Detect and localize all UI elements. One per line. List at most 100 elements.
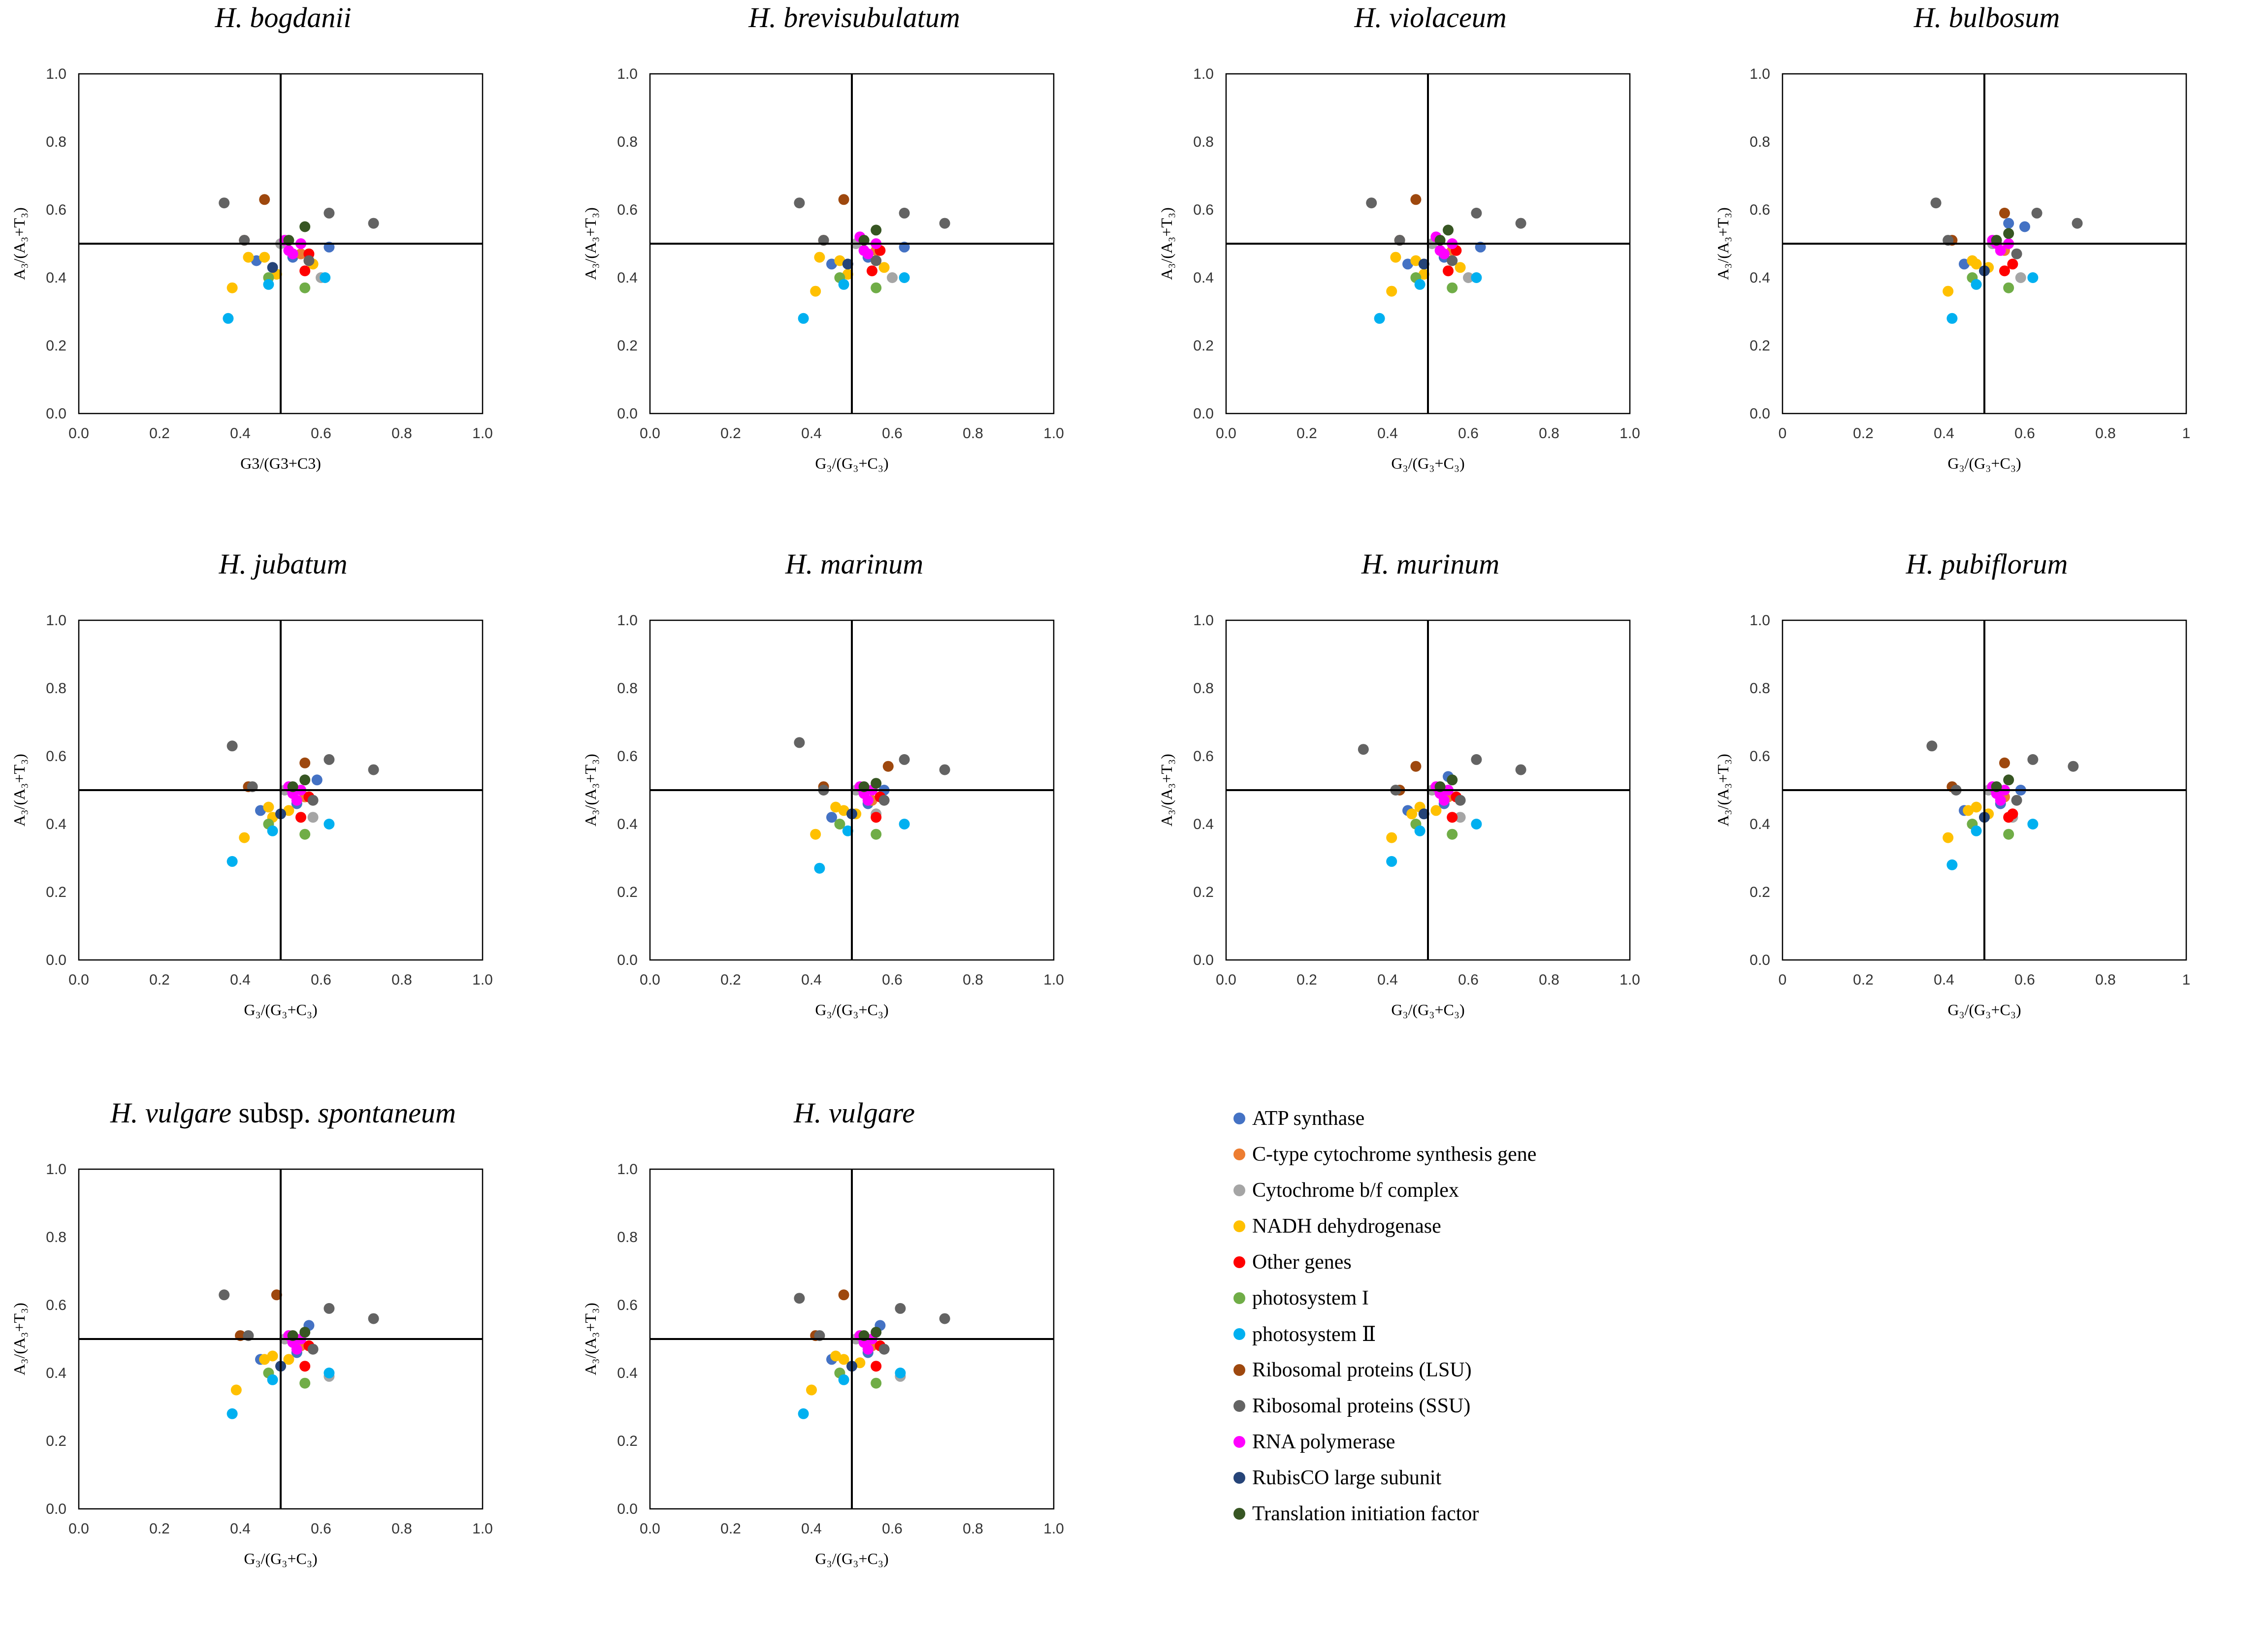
data-point [324, 819, 335, 829]
y-tick-label: 0.0 [46, 1501, 66, 1517]
data-point [1430, 805, 1442, 816]
x-tick-label: 1.0 [472, 972, 493, 988]
x-tick-label: 0.8 [1539, 425, 1559, 442]
x-axis-label: G3/(G3+C3) [240, 454, 321, 472]
y-tick-label: 0.4 [1750, 270, 1770, 286]
data-point [1447, 774, 1458, 786]
scatter-plot: 0.0 0.2 0.4 0.6 0.8 1.0 0.0 0.2 0.4 0.6 0.8 1.0 G₃/(… [1158, 66, 1640, 472]
y-tick-label: 0.2 [617, 884, 638, 900]
data-point [939, 1313, 950, 1324]
legend-marker [1233, 1148, 1245, 1160]
y-tick-label: 0.0 [46, 952, 66, 968]
scatter-plot: 0 0.2 0.4 0.6 0.8 1 0.0 0.2 0.4 0.6 0.8 1.0 G₃/(G₃+C… [1714, 66, 2190, 472]
data-point [1410, 761, 1422, 772]
data-point [1414, 279, 1426, 290]
y-tick-label: 0.2 [617, 1433, 638, 1449]
y-tick-label: 0.6 [617, 1297, 638, 1313]
data-point [2031, 207, 2042, 219]
x-axis-label: G₃/(G₃+C₃) [244, 1550, 317, 1567]
y-tick-label: 0.6 [1750, 748, 1770, 765]
chart-panel-7: H. murinum 0.0 0.2 0.4 0.6 0.8 1.0 0.0 0.2 0.4 0.6… [1147, 546, 1714, 1078]
legend-marker [1233, 1220, 1245, 1232]
y-tick-label: 0.4 [617, 816, 638, 832]
x-tick-label: 1 [2182, 972, 2191, 988]
data-point [1971, 801, 1982, 813]
legend-label: Ribosomal proteins (LSU) [1252, 1358, 1472, 1381]
scatter-plot: 0 0.2 0.4 0.6 0.8 1 0.0 0.2 0.4 0.6 0.8 1.0 G₃/(G₃+C… [1714, 612, 2191, 1019]
data-point [1471, 754, 1482, 765]
y-tick-label: 0.8 [46, 1229, 66, 1245]
legend-marker [1233, 1364, 1245, 1376]
x-tick-label: 0.4 [1934, 972, 1954, 988]
y-tick-label: 0.6 [1193, 748, 1214, 765]
data-point [871, 1377, 882, 1389]
chart-title-part: H. bogdanii [215, 1, 352, 33]
data-point [878, 1343, 890, 1355]
data-point [271, 1289, 282, 1301]
scatter-plot: 0.0 0.2 0.4 0.6 0.8 1.0 0.0 0.2 0.4 0.6 0.8 1.0 G₃/(… [10, 1161, 493, 1567]
data-point [263, 279, 274, 290]
data-point [2007, 808, 2018, 820]
data-point [899, 272, 910, 283]
x-tick-label: 0.2 [1296, 425, 1317, 442]
x-tick-label: 0.8 [2095, 972, 2116, 988]
data-point [2003, 218, 2014, 229]
data-point [794, 197, 805, 209]
data-point [1386, 286, 1397, 297]
legend-label: RNA polymerase [1252, 1430, 1395, 1453]
data-point [299, 282, 311, 293]
x-axis-label: G₃/(G₃+C₃) [1391, 1001, 1464, 1019]
y-tick-label: 0.4 [617, 1365, 638, 1381]
data-point [939, 218, 950, 229]
data-point [2003, 774, 2014, 786]
data-point [1358, 744, 1369, 755]
data-point [794, 737, 805, 748]
data-point [299, 829, 311, 840]
y-tick-label: 1.0 [617, 66, 638, 82]
y-tick-label: 0.8 [1750, 134, 1770, 150]
x-tick-label: 0.6 [882, 972, 903, 988]
y-tick-label: 0.4 [46, 1365, 66, 1381]
data-point [2072, 218, 2083, 229]
data-point [878, 795, 890, 806]
y-tick-label: 1.0 [1750, 66, 1770, 82]
data-point [1410, 194, 1422, 205]
x-tick-label: 0.6 [311, 1521, 331, 1537]
legend-label: C-type cytochrome synthesis gene [1252, 1143, 1537, 1166]
x-tick-label: 0.0 [640, 425, 660, 442]
chart-title-part: H. vulgare [794, 1097, 915, 1129]
data-point [798, 1408, 809, 1419]
data-point [324, 207, 335, 219]
data-point [1999, 265, 2010, 277]
data-point [299, 1327, 311, 1338]
data-point [810, 829, 821, 840]
y-axis-label: A₃/(A₃+T₃) [582, 207, 599, 280]
data-point [1999, 757, 2010, 768]
chart-title-part: H. jubatum [219, 548, 348, 580]
data-point [871, 224, 882, 236]
data-point [324, 754, 335, 765]
data-point [227, 1408, 238, 1419]
y-tick-label: 1.0 [46, 1161, 66, 1178]
chart-title: H. vulgare [571, 1095, 1137, 1131]
y-tick-label: 0.2 [1193, 884, 1214, 900]
y-tick-label: 0.0 [1193, 952, 1214, 968]
data-point [939, 764, 950, 775]
x-tick-label: 1.0 [472, 1521, 493, 1537]
data-point [1390, 252, 1401, 263]
data-point [834, 819, 845, 829]
data-point [1366, 197, 1377, 209]
data-point [307, 1343, 319, 1355]
x-tick-label: 0.4 [1377, 972, 1398, 988]
data-point [368, 764, 379, 775]
x-tick-label: 0.8 [963, 972, 983, 988]
data-point [227, 282, 238, 293]
data-point [2027, 272, 2039, 283]
legend-label: Ribosomal proteins (SSU) [1252, 1394, 1471, 1417]
x-tick-label: 0.8 [391, 425, 412, 442]
data-point [267, 262, 278, 273]
scatter-plot: 0.0 0.2 0.4 0.6 0.8 1.0 0.0 0.2 0.4 0.6 0.8 1.0 G₃/(… [10, 612, 493, 1019]
chart-title-part: H. vulgare [110, 1097, 231, 1129]
legend-marker [1233, 1256, 1245, 1268]
chart-title: H. vulgare subsp. spontaneum [0, 1095, 566, 1131]
